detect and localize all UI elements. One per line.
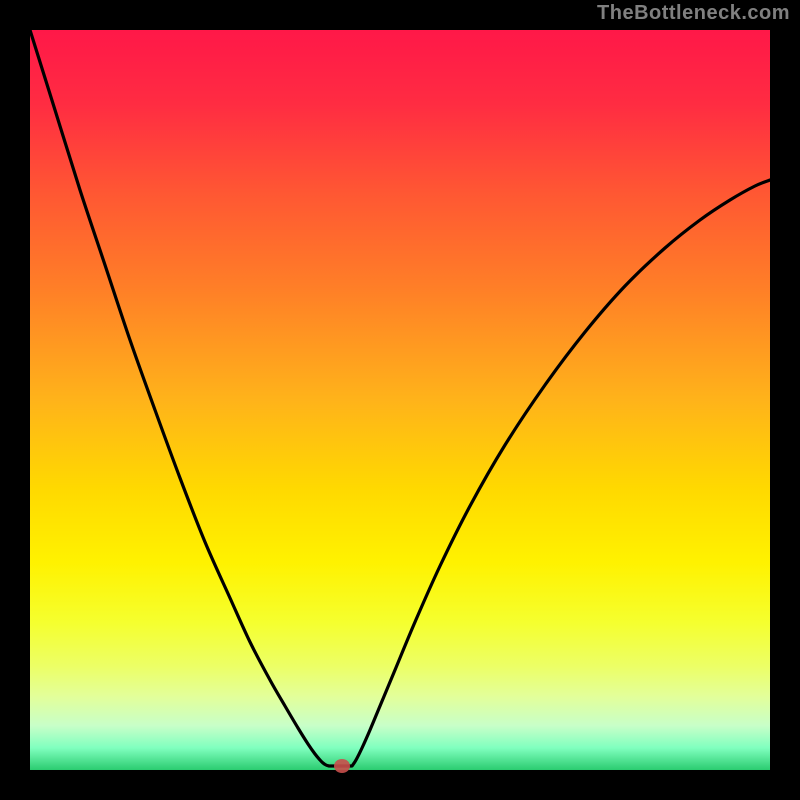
watermark-text: TheBottleneck.com xyxy=(597,2,790,25)
chart-plot-area xyxy=(30,30,770,770)
v-curve-path xyxy=(30,30,770,766)
curve-minimum-marker xyxy=(334,759,350,773)
chart-curve-layer xyxy=(30,30,770,770)
